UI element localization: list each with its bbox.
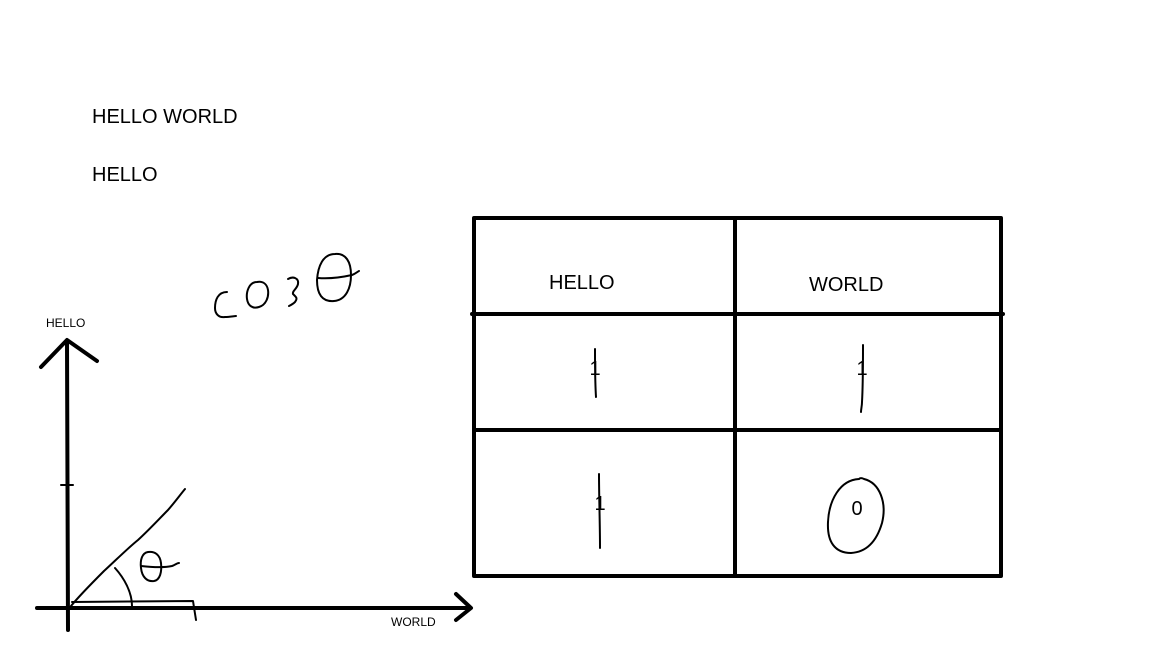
graph: HELLO WORLD [35,316,473,632]
x-axis-label: WORLD [391,615,436,629]
table-header-cell: HELLO [549,272,615,294]
table-cell-value: 1 [589,348,601,398]
subtitle-text: HELLO [92,164,158,186]
table-cell-value: 1 [856,344,868,413]
y-axis [65,341,70,632]
table-header-cell: WORLD [809,274,883,296]
angle-theta-icon [139,550,180,583]
table-border [472,216,1003,578]
y-axis-arrow-icon [39,338,99,369]
x-axis-arrow-icon [454,592,473,622]
formula-cos-theta [214,252,360,319]
title-text: HELLO WORLD [92,106,238,128]
angle-arc [114,567,133,607]
x-projection-line [71,600,197,621]
svg-text:0: 0 [851,498,862,520]
table-cell-value: 1 [594,473,606,549]
data-table: HELLO WORLD 1 1 1 0 [470,216,1005,578]
y-axis-label: HELLO [46,316,85,330]
table-cell-value: 0 [826,477,885,554]
vector-line [70,488,186,607]
